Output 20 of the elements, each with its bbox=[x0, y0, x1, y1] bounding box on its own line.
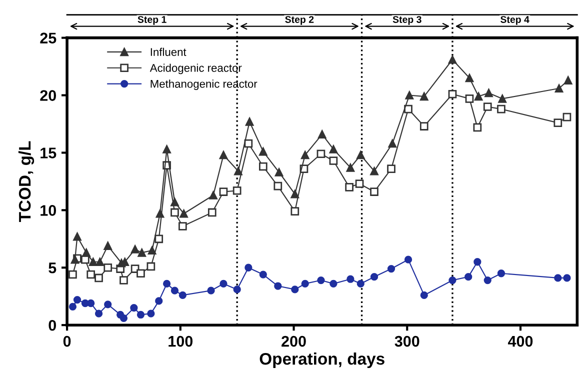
text: Step 1 bbox=[138, 16, 166, 25]
legend-label: Methanogenic reactor bbox=[150, 80, 258, 90]
text: Step 4 bbox=[500, 16, 530, 25]
x-tick-label: 0 bbox=[63, 336, 71, 347]
x-tick-label: 300 bbox=[394, 336, 420, 347]
text: Step 2 bbox=[285, 16, 314, 25]
y-tick-label: 15 bbox=[40, 148, 56, 158]
y-axis-title: TCOD, g/L bbox=[18, 141, 34, 222]
y-tick-label: 5 bbox=[48, 262, 56, 274]
legend-label: Influent bbox=[150, 48, 186, 56]
y-tick-label: 10 bbox=[40, 205, 56, 216]
x-tick-label: 100 bbox=[168, 336, 193, 347]
y-tick-label: 25 bbox=[40, 32, 56, 44]
x-tick-label: 400 bbox=[508, 336, 533, 347]
y-tick-label: 20 bbox=[40, 90, 56, 101]
legend-label: Acidogenic reactor bbox=[150, 64, 242, 74]
y-tick-label: 0 bbox=[48, 320, 56, 331]
x-axis-title: Operation, days bbox=[260, 352, 384, 368]
text: Step 3 bbox=[392, 16, 422, 25]
x-tick-label: 200 bbox=[282, 336, 306, 347]
